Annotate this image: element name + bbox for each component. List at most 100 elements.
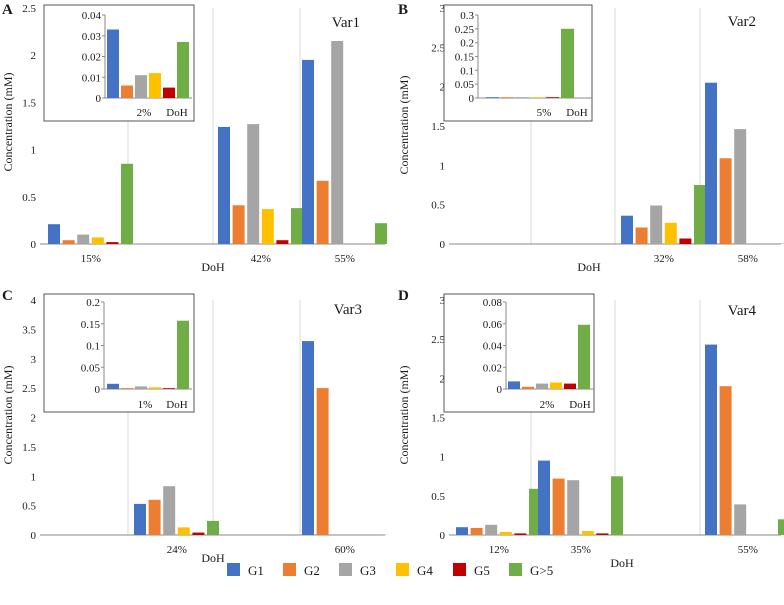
bar-g4-42pct	[261, 209, 274, 244]
inset-y-tick-label: 0.15	[81, 319, 101, 331]
inset-bars	[508, 324, 590, 389]
y-axis-label: Concentration (mM)	[1, 73, 15, 172]
bar-g1-55pct	[705, 344, 717, 535]
bar-g5-12pct	[514, 533, 527, 535]
legend-swatch-g3	[339, 563, 352, 576]
inset-y-tick-label: 0	[497, 384, 503, 396]
y-tick-label: 1.5	[22, 97, 36, 109]
inset-y-tick-label: 0.1	[86, 341, 100, 353]
inset-y-tick-label: 0.01	[82, 72, 101, 84]
bar-g2-24pct	[148, 499, 161, 536]
inset-bars	[107, 29, 189, 98]
inset-y-tick-label: 0.06	[483, 319, 503, 331]
inset-category-label: 2%	[540, 399, 555, 411]
bar-g4-24pct	[177, 527, 190, 535]
legend-label: G>5	[530, 563, 553, 578]
x-tick-label: 60%	[335, 544, 355, 556]
inset-bar-g5	[163, 388, 175, 389]
x-ticks: 32% 58%	[654, 253, 758, 265]
inset-x-axis-label: DoH	[166, 399, 187, 411]
y-tick-label: 4	[31, 295, 37, 307]
bar-ggt5-55pct	[778, 519, 784, 535]
legend-swatch-g1	[227, 563, 240, 576]
panel-d: D Var4 Concentration (mM) DoH 0 0.5 1 1.5 2 2…	[397, 288, 784, 570]
bar-g3-15pct	[77, 234, 90, 244]
x-tick-label: 58%	[738, 253, 758, 265]
inset-chart: 0 0.02 0.04 0.06 0.08 2% DoH	[443, 293, 595, 413]
inset-bar-g1	[508, 381, 520, 389]
y-tick-label: 1.5	[431, 121, 445, 133]
inset-bar-g4	[531, 97, 544, 98]
bar-g5-35pct	[596, 533, 609, 535]
y-tick-label: 2.5	[22, 383, 36, 395]
bar-g5-15pct	[106, 242, 119, 244]
bar-g1-24pct	[134, 503, 146, 535]
bar-g5-32pct	[679, 238, 692, 244]
y-tick-label: 1	[31, 471, 37, 483]
inset-category-label: 5%	[537, 107, 552, 119]
inset-bar-g2	[501, 97, 514, 98]
inset-y-tick-label: 0.2	[86, 297, 100, 309]
bar-g2-15pct	[62, 240, 75, 244]
legend-label: G5	[474, 563, 490, 578]
inset-y-tick-label: 0.1	[460, 65, 474, 77]
inset-category-label: 1%	[138, 399, 153, 411]
y-tick-label: 1	[440, 160, 446, 172]
y-axis-label: Concentration (mM)	[397, 76, 411, 175]
bar-g3-32pct	[650, 205, 663, 244]
bar-g1-58pct	[705, 82, 717, 244]
legend-swatch-ggt5	[509, 563, 522, 576]
inset-bar-g5	[546, 97, 559, 98]
inset-x-axis-label: DoH	[166, 107, 187, 119]
inset-bar-g3	[135, 386, 147, 389]
bar-g1-32pct	[621, 215, 633, 244]
y-tick-label: 2.5	[22, 3, 36, 15]
x-axis-label: DoH	[201, 260, 225, 274]
panel-label: A	[2, 2, 13, 18]
inset-bar-g2	[121, 85, 133, 98]
inset-bar-ggt5	[177, 320, 189, 389]
bar-g1-15pct	[48, 224, 60, 244]
bar-ggt5-32pct	[694, 185, 706, 244]
x-tick-label: 32%	[654, 253, 674, 265]
y-tick-label: 0	[31, 239, 37, 251]
x-tick-label: 15%	[81, 253, 101, 265]
bar-g3-55pct	[734, 504, 747, 535]
inset-y-tick-label: 0.05	[455, 79, 475, 91]
bar-g3-12pct	[485, 524, 498, 535]
bar-g3-55pct	[331, 41, 344, 244]
inset-bar-g5	[163, 87, 175, 98]
inset-bars	[107, 320, 189, 389]
bar-ggt5-24pct	[207, 520, 219, 535]
bar-g4-15pct	[91, 237, 104, 244]
bar-g3-24pct	[163, 486, 176, 535]
y-tick-label: 2.5	[431, 42, 445, 54]
x-tick-label: 55%	[738, 544, 758, 556]
y-tick-label: 0	[31, 530, 37, 542]
y-tick-label: 2	[31, 413, 37, 425]
y-tick-label: 1	[31, 145, 37, 157]
bar-g1-12pct	[456, 527, 468, 535]
bar-g2-42pct	[232, 205, 245, 244]
inset-bars	[486, 28, 574, 98]
inset-y-tick-label: 0.2	[460, 38, 474, 50]
y-ticks: 0 0.5 1 1.5 2 2.5	[22, 3, 36, 251]
chart-title: Var3	[334, 302, 362, 318]
y-tick-label: 0.5	[431, 200, 445, 212]
x-tick-label: 35%	[571, 544, 591, 556]
legend-label: G1	[248, 563, 264, 578]
bar-g2-12pct	[470, 528, 483, 535]
y-tick-label: 2	[31, 50, 37, 62]
inset-y-tick-label: 0.05	[81, 362, 101, 374]
bar-g3-35pct	[567, 480, 580, 535]
y-tick-label: 3	[440, 3, 446, 15]
bar-g2-55pct	[719, 386, 732, 535]
inset-frame	[443, 293, 595, 413]
x-ticks: 24% 60%	[167, 544, 355, 556]
inset-y-tick-label: 0.04	[483, 341, 503, 353]
inset-x-axis-label: DoH	[566, 107, 587, 119]
chart-title: Var1	[332, 15, 360, 31]
x-tick-label: 24%	[167, 544, 187, 556]
inset-y-tick-label: 0.15	[455, 52, 475, 64]
